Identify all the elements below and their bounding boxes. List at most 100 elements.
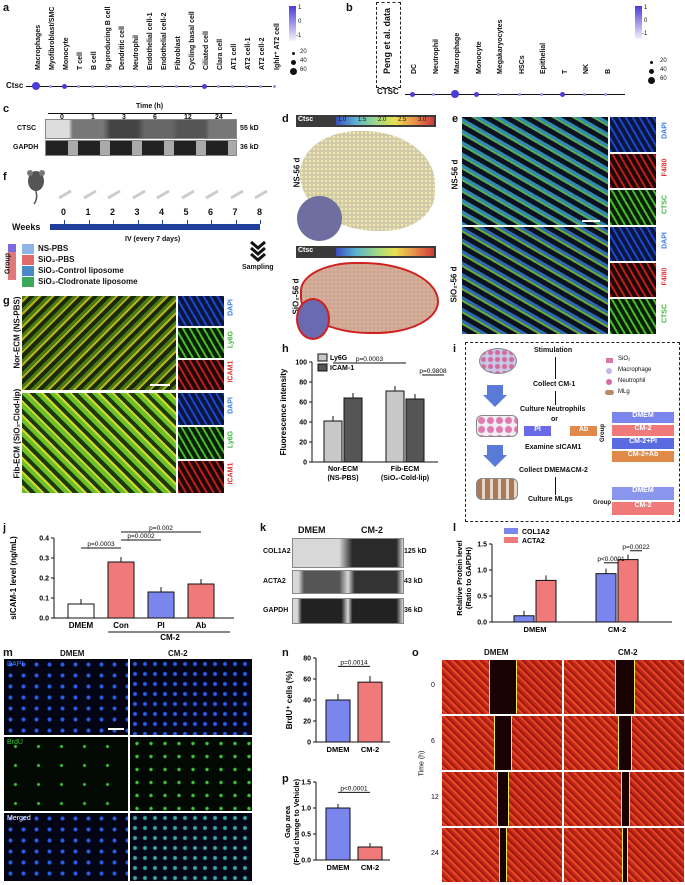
group-name-2: SiO₂-Control liposome	[38, 266, 124, 275]
e-f480-si	[610, 263, 656, 297]
a-dot-11	[188, 84, 192, 88]
workflow-box	[465, 342, 680, 522]
panel-a-row-label: Ctsc	[6, 81, 24, 90]
j-yticklabel-0: 0.0	[39, 616, 49, 623]
blot-c-ctsc	[45, 119, 237, 139]
o-cell-2-1	[564, 772, 684, 826]
o-cell-1-1	[564, 716, 684, 770]
chart-h: 0 20 40 60 80 100 Fluorescence intensity Ly6G IC…	[279, 353, 447, 482]
o-gap-0-1	[614, 660, 636, 714]
panel-i-label: i	[453, 343, 457, 355]
p-p-text: p<0.0001	[340, 785, 368, 792]
n-yticklabel-1: 20	[303, 719, 311, 726]
e-dapi-ns	[610, 117, 656, 152]
flow-arrow-2	[555, 391, 556, 405]
b-dot-8	[582, 92, 586, 96]
g-dapi-nor	[178, 296, 224, 326]
d-scale-2: 2.0	[378, 117, 387, 123]
a-dot-6	[118, 84, 122, 88]
l-bar-1-0	[535, 579, 557, 623]
o-time-label: Time (h)	[418, 750, 426, 777]
a-dot-10	[174, 84, 178, 88]
week-tick-6	[211, 220, 212, 224]
syringe-icon-5	[180, 189, 195, 200]
b-size-20: 20	[660, 58, 667, 64]
h-bar-1-0	[343, 397, 363, 463]
m-row-merged: Merged	[7, 815, 31, 822]
i-g1-0: DMEM	[612, 412, 674, 423]
syringe-icon-7	[229, 189, 244, 200]
b-col-1: Neutrophil	[432, 39, 440, 74]
panel-b-row-label: CTSC	[377, 87, 399, 96]
flow-pl-badge: Pl	[524, 426, 551, 436]
j-bar-3	[187, 583, 215, 619]
iv-label: IV (every 7 days)	[125, 236, 181, 243]
group-label-i1: Group	[600, 424, 606, 442]
syringe-icon-4	[156, 189, 170, 200]
syringe-icon-2	[107, 189, 121, 200]
j-yticklabel-3: 0.3	[39, 556, 49, 563]
o-cell-3-1	[564, 828, 684, 882]
a-dot-1	[48, 84, 52, 88]
b-size-dot-40	[649, 69, 654, 74]
c-time-3: 6	[153, 114, 157, 121]
b-dot-9	[604, 92, 607, 96]
g-row-fib: Fib-ECM (SiO₂-Clod-lip)	[12, 388, 22, 479]
a-dot-2	[61, 83, 67, 89]
g-ch-ly6g-nor: Ly6G	[227, 330, 235, 349]
h-legend-0: Ly6G	[330, 355, 348, 362]
e-ch-f480-ns: F4/80	[661, 158, 669, 177]
week-5: 5	[183, 207, 189, 217]
h-yticklabel-0: 0	[303, 460, 307, 467]
b-size-40: 40	[660, 67, 667, 73]
syringe-icon-0	[58, 189, 72, 200]
b-dot-6	[539, 92, 543, 96]
blot-k-gapdh	[292, 598, 404, 624]
e-f480-ns	[610, 154, 656, 188]
k-row-col1a2: COL1A2	[263, 548, 291, 555]
panel-g-label: g	[3, 295, 10, 307]
h-xlabel-1-0: Fib-ECM	[391, 466, 420, 473]
l-legend-1: ACTA2	[522, 538, 545, 545]
d-scale-4: 3.0	[418, 117, 427, 123]
e-ctsc-ns	[610, 190, 656, 225]
j-p1-text: p=0.0003	[87, 541, 115, 548]
dish-icon-1	[479, 348, 517, 374]
e-merged-si	[462, 227, 608, 334]
g-icam1-fib	[178, 461, 224, 493]
a-size-dot-60	[290, 68, 297, 75]
panel-h-label: h	[282, 343, 289, 355]
flow-arrow-1	[555, 357, 556, 379]
a-dot-7	[132, 84, 136, 88]
o-cell-0-0	[442, 660, 562, 714]
j-bar-2	[147, 591, 175, 619]
h-xlabel-0-1: (NS-PBS)	[327, 475, 358, 482]
p-bar-1	[357, 846, 383, 861]
n-yticklabel-4: 80	[303, 656, 311, 663]
j-p3-text: p=0.002	[149, 525, 173, 532]
o-time-1: 6	[431, 738, 435, 745]
k-col-cm2: CM-2	[361, 525, 383, 535]
n-xlabel-0: DMEM	[327, 745, 350, 754]
h-yticklabel-4: 80	[299, 380, 307, 387]
d-he-ns	[297, 196, 342, 241]
flow-examine: Examine sICAM1	[525, 444, 582, 451]
flow-culture-mlgs: Culture MLgs	[528, 496, 573, 503]
b-dot-5	[518, 92, 521, 96]
l-bar-0-1	[595, 573, 617, 623]
week-1: 1	[85, 207, 91, 217]
h-bar-0-1	[385, 390, 405, 463]
flow-collect-cm2: Collect DMEM&CM-2	[519, 467, 588, 474]
h-yticklabel-5: 100	[295, 360, 307, 367]
time-axis-c	[48, 113, 232, 114]
dish-icon-2	[476, 415, 518, 437]
m-brdu-dmem	[4, 737, 128, 811]
h-legend-1: ICAM-1	[330, 365, 354, 372]
h-xlabel-1-1: (SiO₂-Cold-lip)	[381, 475, 429, 482]
i-g1-2: CM-2+Pl	[612, 438, 674, 449]
i-g1-1: CM-2	[612, 425, 674, 436]
e-ch-dapi-si: DAPI	[661, 232, 669, 249]
week-tick-8	[260, 220, 261, 224]
p-yticklabel-2: 1.0	[301, 806, 311, 813]
j-xlabel-1: Con	[113, 621, 129, 630]
